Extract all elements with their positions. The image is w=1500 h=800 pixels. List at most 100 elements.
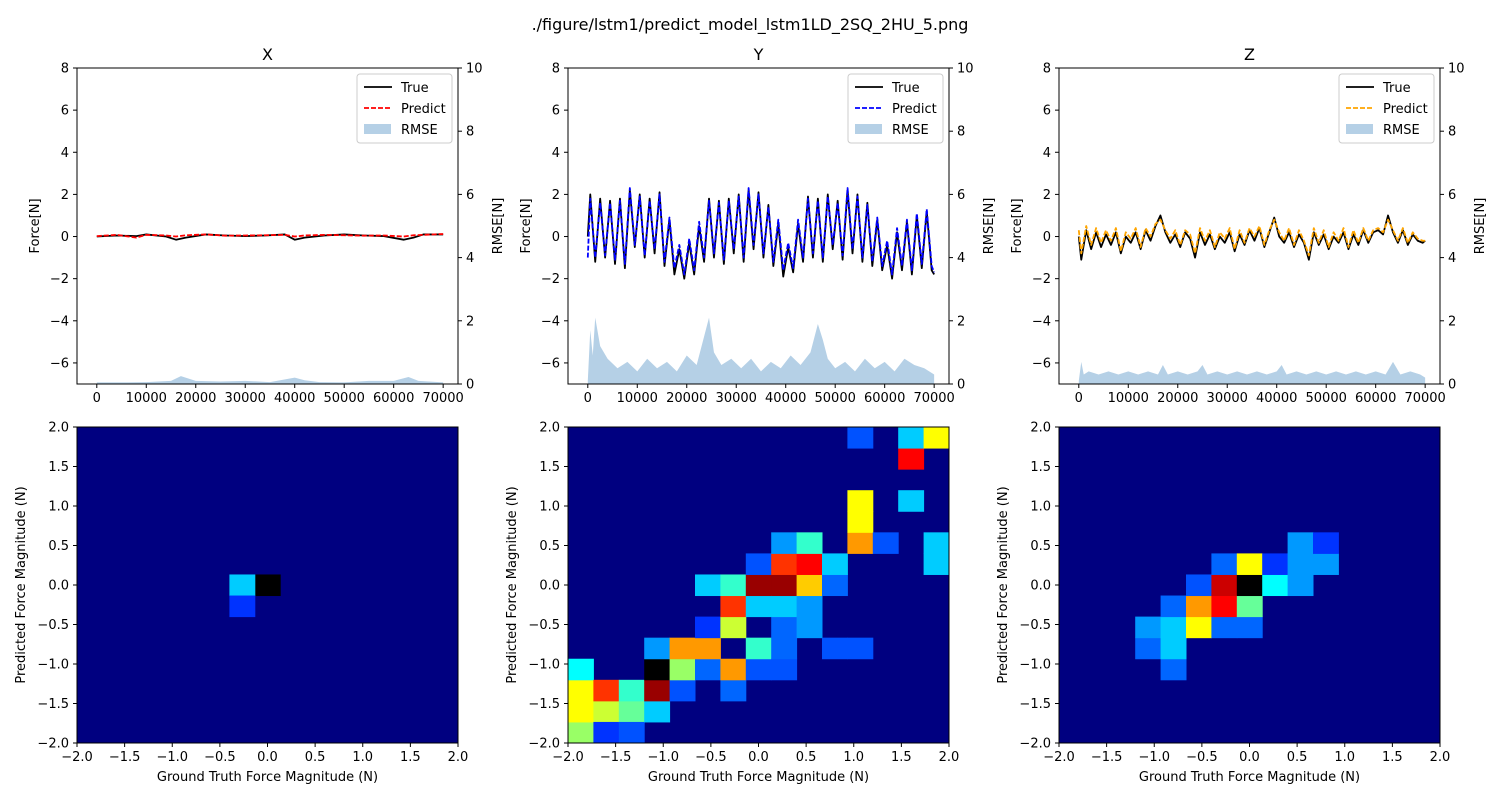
y-tick-label: −1.0 [37, 658, 69, 673]
heatmap-cell [771, 553, 798, 575]
heatmap-cell [669, 637, 696, 660]
heatmap-cell [796, 595, 823, 618]
heatmap-cell [1313, 532, 1339, 554]
x-tick-label: 20000 [175, 391, 216, 406]
y-right-axis-label: RMSE[N] [491, 198, 506, 255]
legend-label: True [891, 81, 920, 96]
plot-title: Y [753, 45, 764, 64]
x-tick-label: 0.5 [796, 750, 817, 765]
y-tick-label: 1.0 [539, 500, 560, 515]
y-right-tick-label: 6 [957, 188, 965, 203]
heatmap-cell [1236, 574, 1263, 597]
heatmap-cell [1287, 532, 1314, 554]
heatmap-cell [1160, 616, 1187, 639]
y-tick-label: 1.5 [48, 460, 69, 475]
axes-frame [567, 67, 950, 385]
y-tick-label: −2 [50, 272, 69, 287]
heatmap-cell [644, 637, 671, 660]
legend-rmse-swatch [364, 124, 391, 134]
y-tick-label: 0.0 [48, 579, 69, 594]
x-tick-label: 0 [93, 391, 101, 406]
x-tick-label: 1.5 [1382, 750, 1403, 765]
heatmap-cell [822, 574, 848, 597]
heatmap-cell [669, 658, 696, 681]
heatmap-cell [1186, 595, 1212, 618]
legend: True Predict RMSE [847, 73, 944, 144]
y-right-tick-label: 0 [1448, 378, 1456, 393]
y-right-tick-label: 6 [1448, 188, 1456, 203]
y-tick-label: −2 [541, 272, 560, 287]
plot-title: X [262, 45, 273, 64]
heatmap-cell [1236, 595, 1263, 618]
x-tick-label: 70000 [1404, 391, 1445, 406]
heatmap-cell [618, 721, 645, 744]
y-tick-label: 8 [61, 62, 69, 77]
x-axis-label: Ground Truth Force Magnitude (N) [1139, 770, 1360, 785]
heatmap-cell [1211, 616, 1238, 639]
y-tick-label: 2.0 [539, 421, 560, 436]
x-tick-label: 40000 [274, 391, 315, 406]
x-tick-label: 0.0 [748, 750, 769, 765]
y-right-axis-label: RMSE[N] [982, 198, 997, 255]
heatmap-cell [568, 721, 594, 744]
y-right-tick-label: 4 [466, 251, 474, 266]
x-tick-label: 10000 [617, 391, 658, 406]
x-tick-label: 1.5 [891, 750, 912, 765]
line-plot-z: Z 0 10000 20000 30000 40000 50000 60000 70000 −6 −… [1010, 45, 1488, 406]
x-tick-label: 10000 [1108, 391, 1149, 406]
legend-rmse-swatch [1346, 124, 1373, 134]
x-tick-label: −1.0 [156, 750, 188, 765]
true-series-line [1077, 214, 1426, 261]
heatmap-cell [796, 616, 823, 639]
y-tick-label: 1.0 [48, 500, 69, 515]
x-tick-label: 0.0 [1239, 750, 1260, 765]
x-tick-label: −0.5 [1186, 750, 1218, 765]
y-right-tick-label: 2 [466, 314, 474, 329]
x-tick-label: −1.0 [647, 750, 679, 765]
x-tick-label: 0.5 [305, 750, 326, 765]
heatmap-cell [923, 553, 950, 575]
y-tick-label: −1.0 [1019, 658, 1051, 673]
plot-title: Z [1244, 45, 1255, 64]
heatmap-cell [644, 700, 671, 723]
heatmap-cell [847, 511, 874, 533]
heatmap-cell [847, 532, 874, 554]
legend-label: Predict [401, 102, 446, 117]
heatmap-cell [771, 616, 798, 639]
y-tick-label: 4 [1043, 146, 1051, 161]
y-right-tick-label: 4 [1448, 251, 1456, 266]
y-tick-label: 2.0 [48, 421, 69, 436]
y-tick-label: 1.5 [539, 460, 560, 475]
heatmap-cell [1211, 595, 1238, 618]
heatmap-cell [898, 427, 925, 449]
y-tick-label: 0.0 [1030, 579, 1051, 594]
heatmap-cell [229, 574, 256, 597]
y-right-tick-label: 10 [957, 62, 974, 77]
x-tick-label: 1.0 [1334, 750, 1355, 765]
x-tick-label: 60000 [1355, 391, 1396, 406]
y-axis-label: Force[N] [1010, 198, 1025, 253]
axes-frame [1058, 67, 1441, 385]
heatmap-cell [745, 595, 772, 618]
heatmap-cell [796, 574, 823, 597]
y-axis-label: Force[N] [519, 198, 534, 253]
heatmap-cell [1287, 574, 1314, 597]
predict-series-line [586, 187, 935, 276]
y-right-axis-label: RMSE[N] [1473, 198, 1488, 255]
x-tick-label: 2.0 [1430, 750, 1451, 765]
y-right-tick-label: 8 [957, 125, 965, 140]
y-axis-label: Force[N] [28, 198, 43, 253]
heatmap-cell [1262, 553, 1289, 575]
y-tick-label: 2 [61, 188, 69, 203]
x-tick-label: 60000 [864, 391, 905, 406]
x-tick-label: 2.0 [448, 750, 469, 765]
x-tick-label: 50000 [1306, 391, 1347, 406]
y-tick-label: 0.5 [539, 539, 560, 554]
heatmap-cell [644, 658, 671, 681]
x-tick-label: 70000 [422, 391, 463, 406]
heatmap-cell [1236, 553, 1263, 575]
heatmap-cell [1236, 616, 1263, 639]
y-tick-label: 1.5 [1030, 460, 1051, 475]
x-tick-label: −2.0 [61, 750, 93, 765]
x-tick-label: 40000 [765, 391, 806, 406]
